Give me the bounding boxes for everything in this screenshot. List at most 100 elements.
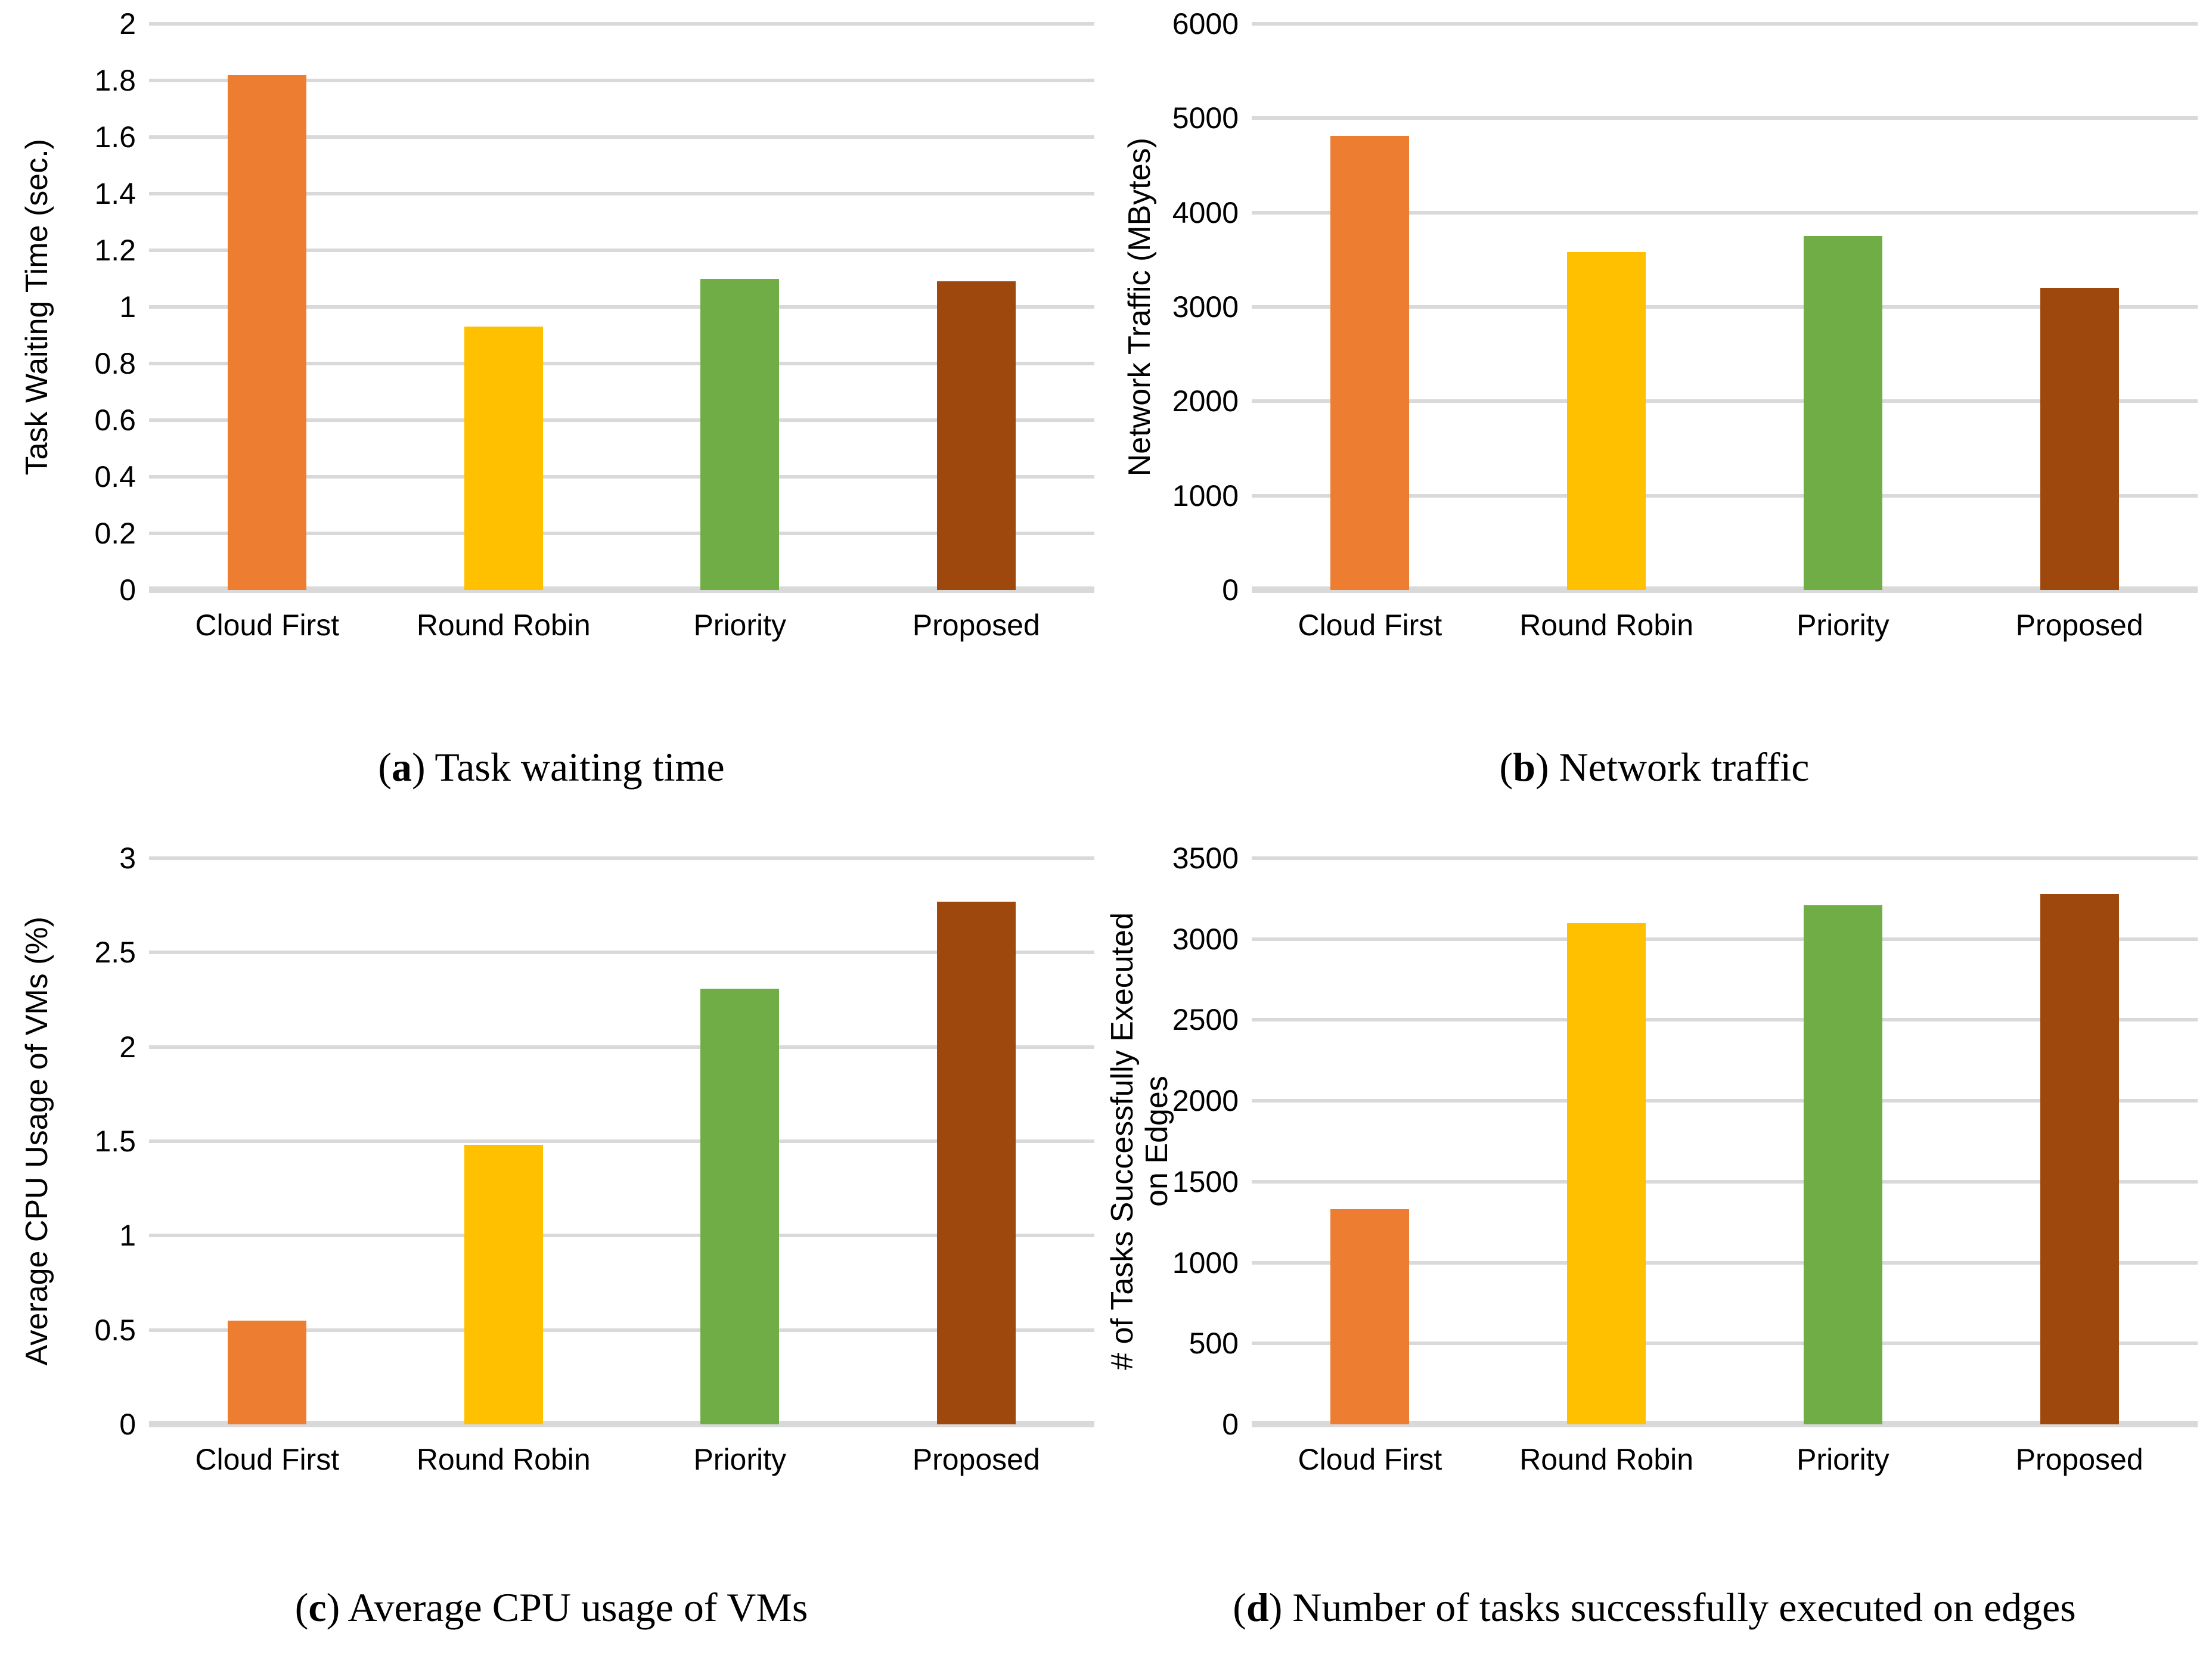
bar-proposed — [936, 281, 1016, 590]
bar-cloud-first — [1330, 1209, 1410, 1424]
y-tick-label: 500 — [1189, 1327, 1239, 1361]
x-axis-line — [1252, 1421, 2198, 1427]
y-tick-label: 2 — [119, 7, 136, 41]
caption-d: (d) Number of tasks successfully execute… — [1233, 1576, 2075, 1639]
y-tick-label: 1.8 — [94, 64, 136, 97]
bar-round-robin — [464, 1145, 543, 1424]
caption-paren-close: ) — [326, 1585, 348, 1630]
bar-proposed — [936, 901, 1016, 1424]
caption-cell-c: (c) Average CPU usage of VMs — [0, 1508, 1103, 1680]
y-tick-label: 2500 — [1172, 1003, 1239, 1037]
gridline — [1252, 1260, 2198, 1265]
y-tick-label: 1 — [119, 290, 136, 324]
x-category-label: Cloud First — [1298, 1443, 1442, 1476]
gridline — [149, 951, 1094, 955]
caption-letter: a — [391, 744, 412, 790]
caption-text: Network traffic — [1559, 744, 1810, 790]
y-tick-label: 1.4 — [94, 177, 136, 210]
caption-paren-open: ( — [1499, 744, 1513, 790]
gridline — [1252, 116, 2198, 120]
y-tick-label: 0 — [119, 573, 136, 607]
plot-column: Cloud First Round Robin Priority Proposed — [149, 856, 1094, 1508]
chart-task-waiting-time: Task Waiting Time (sec.) 2 1.8 1.6 1.4 1.2 1 0… — [0, 0, 1103, 667]
gridline — [149, 475, 1094, 479]
x-axis-category-labels: Cloud First Round Robin Priority Proposed — [149, 1445, 1094, 1474]
caption-paren-open: ( — [378, 744, 392, 790]
y-axis-title-line: Average CPU Usage of VMs (%) — [20, 917, 55, 1366]
chart-average-cpu-usage: Average CPU Usage of VMs (%) 3 2.5 2 1.5 1 0.… — [0, 834, 1103, 1508]
plot-area — [1252, 22, 2198, 593]
y-tick-label: 2.5 — [94, 936, 136, 970]
gridline — [1252, 1018, 2198, 1022]
x-category-label: Cloud First — [1298, 608, 1442, 642]
caption-letter: c — [308, 1585, 327, 1630]
x-category-label: Proposed — [912, 1443, 1040, 1476]
caption-letter: b — [1513, 744, 1536, 790]
y-axis-title-wrap: Task Waiting Time (sec.) — [0, 24, 75, 590]
y-axis-title: Network Traffic (MBytes) — [1122, 138, 1157, 476]
y-axis-tick-labels: 3 2.5 2 1.5 1 0.5 0 — [75, 843, 149, 1439]
x-axis-category-labels: Cloud First Round Robin Priority Proposed — [1252, 1445, 2198, 1474]
y-axis-tick-labels: 3500 3000 2500 2000 1500 1000 500 0 — [1172, 843, 1252, 1439]
y-axis-tick-labels: 2 1.8 1.6 1.4 1.2 1 0.8 0.6 0.4 0.2 0 — [75, 9, 149, 605]
caption-cell-a: (a) Task waiting time — [0, 667, 1103, 834]
plot-area — [1252, 856, 2198, 1427]
gridline — [149, 249, 1094, 252]
y-tick-label: 6000 — [1172, 7, 1239, 41]
y-tick-label: 0 — [119, 1408, 136, 1441]
x-axis-line — [1252, 586, 2198, 593]
gridline — [149, 362, 1094, 365]
plot-column: Cloud First Round Robin Priority Proposed — [1252, 856, 2198, 1508]
gridline — [149, 532, 1094, 535]
bar-priority — [1803, 236, 1882, 590]
caption-letter: d — [1246, 1585, 1269, 1630]
plot-area — [149, 856, 1094, 1427]
y-tick-label: 0.4 — [94, 460, 136, 493]
x-category-label: Priority — [1797, 608, 1889, 642]
gridline — [149, 135, 1094, 139]
x-category-label: Round Robin — [1519, 608, 1694, 642]
plot-column: Cloud First Round Robin Priority Proposed — [1252, 22, 2198, 667]
gridline — [149, 192, 1094, 195]
caption-paren-close: ) — [411, 744, 435, 790]
y-tick-label: 3 — [119, 841, 136, 875]
y-axis-title: # of Tasks Successfully Executed on Edges — [1105, 912, 1174, 1370]
x-category-label: Round Robin — [416, 608, 591, 642]
bar-cloud-first — [228, 1320, 307, 1424]
caption-paren-open: ( — [294, 1585, 309, 1630]
x-category-label: Priority — [1797, 1443, 1889, 1476]
y-tick-label: 1.2 — [94, 234, 136, 267]
gridline — [149, 1234, 1094, 1238]
plot-area — [149, 22, 1094, 593]
y-axis-tick-labels: 6000 5000 4000 3000 2000 1000 0 — [1172, 9, 1252, 605]
gridline — [149, 22, 1094, 26]
x-axis-category-labels: Cloud First Round Robin Priority Proposed — [1252, 610, 2198, 640]
caption-text: Task waiting time — [435, 744, 725, 790]
y-axis-title: Task Waiting Time (sec.) — [20, 139, 54, 475]
y-axis-title-line: # of Tasks Successfully Executed — [1105, 912, 1140, 1370]
bar-round-robin — [464, 327, 543, 590]
gridline — [1252, 493, 2198, 498]
gridline — [1252, 1341, 2198, 1346]
y-tick-label: 0.2 — [94, 517, 136, 550]
bar-cloud-first — [228, 74, 307, 590]
x-axis-line — [149, 586, 1094, 593]
x-category-label: Priority — [693, 608, 787, 642]
caption-paren-open: ( — [1233, 1585, 1246, 1630]
y-tick-label: 1000 — [1172, 479, 1239, 513]
caption-text: Number of tasks successfully executed on… — [1292, 1585, 2076, 1630]
caption-paren-close: ) — [1268, 1585, 1293, 1630]
caption-c: (c) Average CPU usage of VMs — [295, 1576, 808, 1639]
x-category-label: Proposed — [912, 608, 1040, 642]
y-tick-label: 2 — [119, 1030, 136, 1064]
x-category-label: Proposed — [2015, 1443, 2143, 1476]
bar-priority — [1803, 905, 1882, 1424]
gridline — [149, 305, 1094, 309]
x-axis-category-labels: Cloud First Round Robin Priority Proposed — [149, 610, 1094, 640]
bar-priority — [700, 988, 780, 1424]
gridline — [1252, 22, 2198, 26]
y-tick-label: 5000 — [1172, 101, 1239, 135]
caption-cell-b: (b) Network traffic — [1103, 667, 2206, 834]
chart-tasks-executed-on-edges: # of Tasks Successfully Executed on Edges… — [1103, 834, 2206, 1508]
